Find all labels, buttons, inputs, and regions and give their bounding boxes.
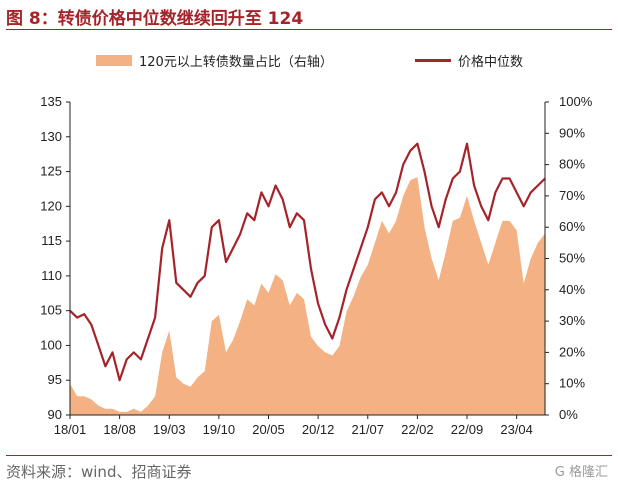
x-tick-label: 22/09 [451, 422, 484, 437]
x-tick-label: 19/03 [153, 422, 186, 437]
y-left-tick-label: 130 [40, 129, 62, 144]
title-rule [6, 29, 612, 30]
y-right-tick-label: 90% [559, 125, 585, 140]
source-note: 资料来源：wind、招商证券 [6, 463, 192, 481]
chart-legend: 120元以上转债数量占比（右轴） 价格中位数 [0, 50, 618, 70]
y-right-tick-label: 0% [559, 407, 578, 422]
x-tick-label: 22/02 [401, 422, 434, 437]
area-series-share-above-120 [70, 177, 545, 415]
y-right-tick-label: 10% [559, 376, 585, 391]
footer-rule [6, 455, 612, 456]
y-left-tick-label: 95 [48, 372, 62, 387]
line-series-median-price [69, 142, 546, 382]
y-right-tick-label: 60% [559, 219, 585, 234]
x-tick-label: 21/07 [351, 422, 384, 437]
x-tick-label: 23/04 [500, 422, 533, 437]
legend-label-area: 120元以上转债数量占比（右轴） [139, 55, 333, 70]
y-left-tick-label: 110 [41, 268, 62, 283]
y-left-tick-label: 135 [40, 94, 62, 109]
x-tick-label: 20/12 [302, 422, 335, 437]
y-right-tick-label: 20% [559, 344, 585, 359]
x-tick-label: 20/05 [252, 422, 285, 437]
y-left-tick-label: 100 [40, 337, 62, 352]
x-tick-label: 19/10 [203, 422, 236, 437]
y-right-tick-label: 100% [559, 94, 593, 109]
x-tick-label: 18/01 [54, 422, 87, 437]
legend-swatch-area [96, 55, 132, 66]
legend-label-line: 价格中位数 [458, 55, 524, 70]
y-right-tick-label: 40% [559, 282, 585, 297]
y-right-tick-label: 80% [559, 157, 585, 172]
y-left-tick-label: 115 [41, 233, 62, 248]
y-left-tick-label: 120 [40, 198, 62, 213]
y-right-tick-label: 70% [559, 188, 585, 203]
chart-title: 图 8：转债价格中位数继续回升至 124 [6, 9, 304, 29]
y-left-tick-label: 90 [48, 407, 62, 422]
y-right-tick-label: 50% [559, 251, 585, 266]
watermark: G 格隆汇 [554, 465, 608, 480]
y-right-tick-label: 30% [559, 313, 585, 328]
legend-swatch-line [415, 59, 451, 62]
y-left-tick-label: 105 [40, 303, 62, 318]
x-tick-label: 18/08 [103, 422, 136, 437]
y-left-tick-label: 125 [40, 164, 62, 179]
